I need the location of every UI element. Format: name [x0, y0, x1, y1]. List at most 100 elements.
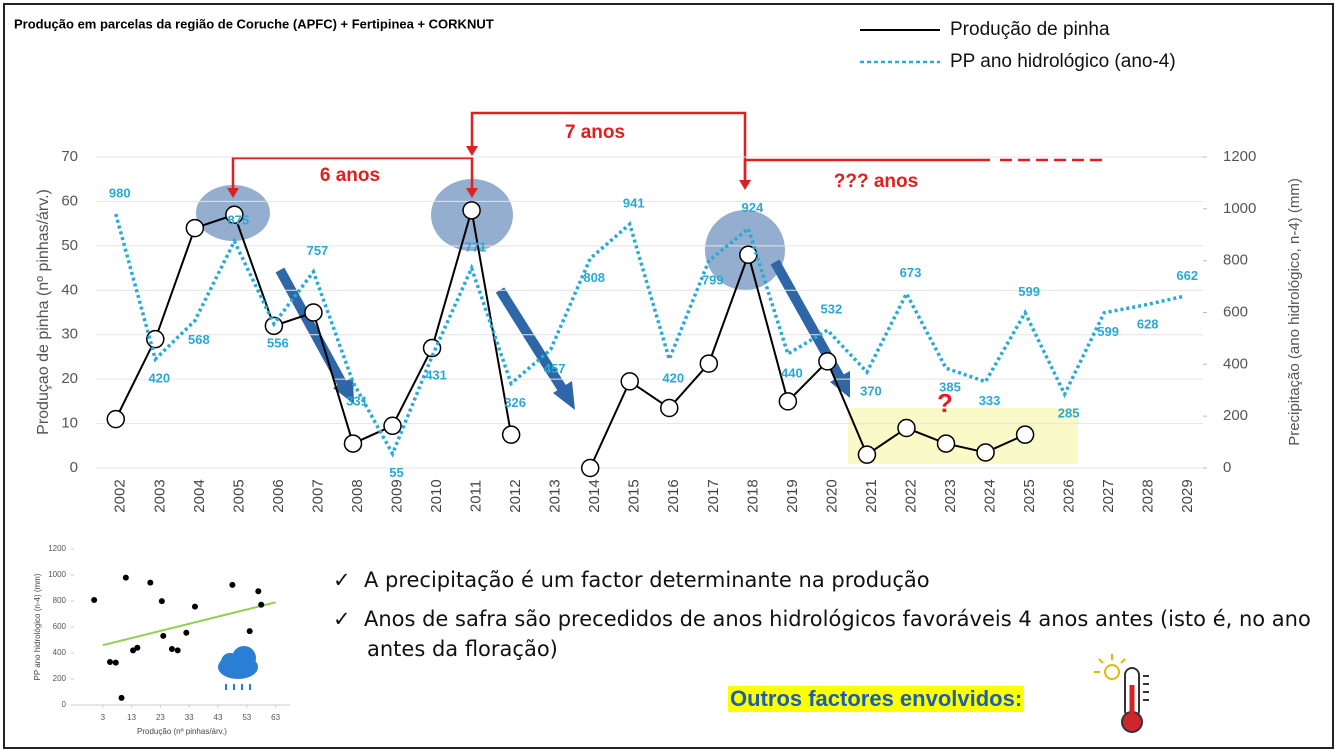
marker — [739, 245, 758, 264]
annotation: ? — [937, 388, 953, 418]
x-tick-label: 3 — [101, 713, 106, 722]
cloud-icon — [218, 646, 258, 690]
data-label: 941 — [623, 196, 645, 211]
marker — [185, 218, 205, 238]
x-tick-label: 2022 — [902, 479, 919, 512]
y2-tick-label: 400 — [1223, 355, 1248, 372]
x-tick-label: 2008 — [349, 479, 366, 512]
marker — [857, 445, 877, 464]
legend-label: PP ano hidrológico (ano-4) — [950, 51, 1176, 72]
x-tick-label: 2004 — [191, 479, 208, 512]
highlight-text: Outros factores envolvidos: — [728, 686, 1025, 712]
data-label: 875 — [228, 213, 250, 228]
point — [130, 647, 137, 654]
data-label: 662 — [1176, 268, 1198, 283]
point — [91, 596, 98, 603]
point — [174, 647, 181, 654]
x-tick-label: 2002 — [112, 479, 129, 512]
y-tick-label: 0 — [70, 459, 78, 476]
y-tick-label: 70 — [61, 148, 78, 165]
point — [229, 581, 236, 588]
bullet: ✓ A precipitação é um factor determinant… — [333, 568, 930, 592]
x-tick-label: 2016 — [665, 479, 682, 512]
data-label: 440 — [781, 365, 803, 380]
y-tick-label: 50 — [61, 237, 78, 254]
y-tick-label: 1000 — [48, 570, 66, 579]
legend-label: Produção de pinha — [950, 19, 1110, 40]
data-label: 431 — [425, 368, 447, 383]
data-label: 326 — [504, 395, 526, 410]
marker — [106, 409, 126, 429]
x-tick-label: 2024 — [982, 479, 999, 512]
marker — [660, 398, 679, 418]
marker — [818, 352, 837, 371]
marker — [383, 416, 402, 436]
x-tick-label: 2012 — [507, 479, 524, 512]
marker — [1015, 425, 1035, 444]
frame — [3, 3, 1334, 749]
bracket-arrows — [227, 146, 751, 198]
x-tick-label: 2017 — [705, 479, 722, 512]
y2-tick-label: 0 — [1223, 459, 1231, 476]
x-tick-label: 2010 — [428, 479, 445, 512]
data-label: 420 — [662, 371, 684, 386]
x-tick-label: 2014 — [586, 479, 603, 512]
marker — [620, 372, 639, 391]
y-tick-label: 600 — [53, 622, 67, 631]
point — [118, 694, 125, 701]
annotation: 6 anos — [320, 165, 380, 186]
x-tick-label: 2027 — [1100, 479, 1117, 512]
x-tick-label: 2025 — [1021, 479, 1038, 512]
data-label: 532 — [821, 302, 843, 317]
marker — [699, 354, 719, 373]
data-label: 331 — [346, 394, 368, 409]
thermometer-icon — [1094, 654, 1149, 733]
annotation: ??? anos — [834, 171, 918, 192]
y2-tick-label: 200 — [1223, 407, 1248, 424]
bullet: ✓ Anos de safra são precedidos de anos h… — [333, 607, 1311, 661]
data-label: 55 — [389, 465, 403, 480]
data-label: 385 — [939, 380, 961, 395]
y-tick-label: 30 — [61, 326, 78, 343]
data-label: 457 — [544, 361, 566, 376]
marker — [976, 443, 995, 462]
y-tick-label: 200 — [53, 674, 67, 683]
marker — [501, 425, 521, 444]
data-label: 980 — [109, 185, 131, 200]
x-tick-label: 13 — [127, 713, 136, 722]
point — [134, 644, 141, 651]
x-tick-label: 2028 — [1140, 479, 1157, 512]
x-tick-label: 2005 — [230, 479, 247, 512]
y-tick-label: 800 — [53, 596, 67, 605]
marker — [897, 418, 916, 438]
x-tick-label: 2009 — [388, 479, 405, 512]
point — [258, 601, 265, 608]
data-label: 599 — [1097, 324, 1119, 339]
y2-tick-label: 1200 — [1223, 148, 1256, 165]
point — [147, 579, 154, 586]
x-tick-label: 2015 — [626, 479, 643, 512]
data-label: 285 — [1058, 406, 1080, 421]
point — [168, 645, 175, 652]
point — [246, 628, 253, 635]
x-tick-label: 63 — [271, 713, 280, 722]
highlight-box — [848, 408, 1078, 464]
x-tick-label: 2029 — [1179, 479, 1196, 512]
y-tick-label: 20 — [61, 370, 78, 387]
bullet-text: A precipitação é um factor determinante … — [363, 568, 930, 592]
x-tick-label: 2011 — [468, 480, 485, 512]
data-label: 924 — [741, 200, 763, 215]
data-label: 370 — [860, 384, 882, 399]
marker — [936, 434, 956, 453]
marker — [462, 201, 481, 220]
point — [160, 632, 167, 639]
y-tick-label: 40 — [61, 281, 78, 298]
y2-tick-label: 800 — [1223, 252, 1248, 269]
x-tick-label: 2026 — [1061, 479, 1078, 512]
point — [107, 658, 113, 665]
point — [183, 629, 190, 636]
x-tick-label: 2021 — [863, 479, 880, 512]
point — [191, 603, 198, 610]
marker — [146, 329, 165, 349]
